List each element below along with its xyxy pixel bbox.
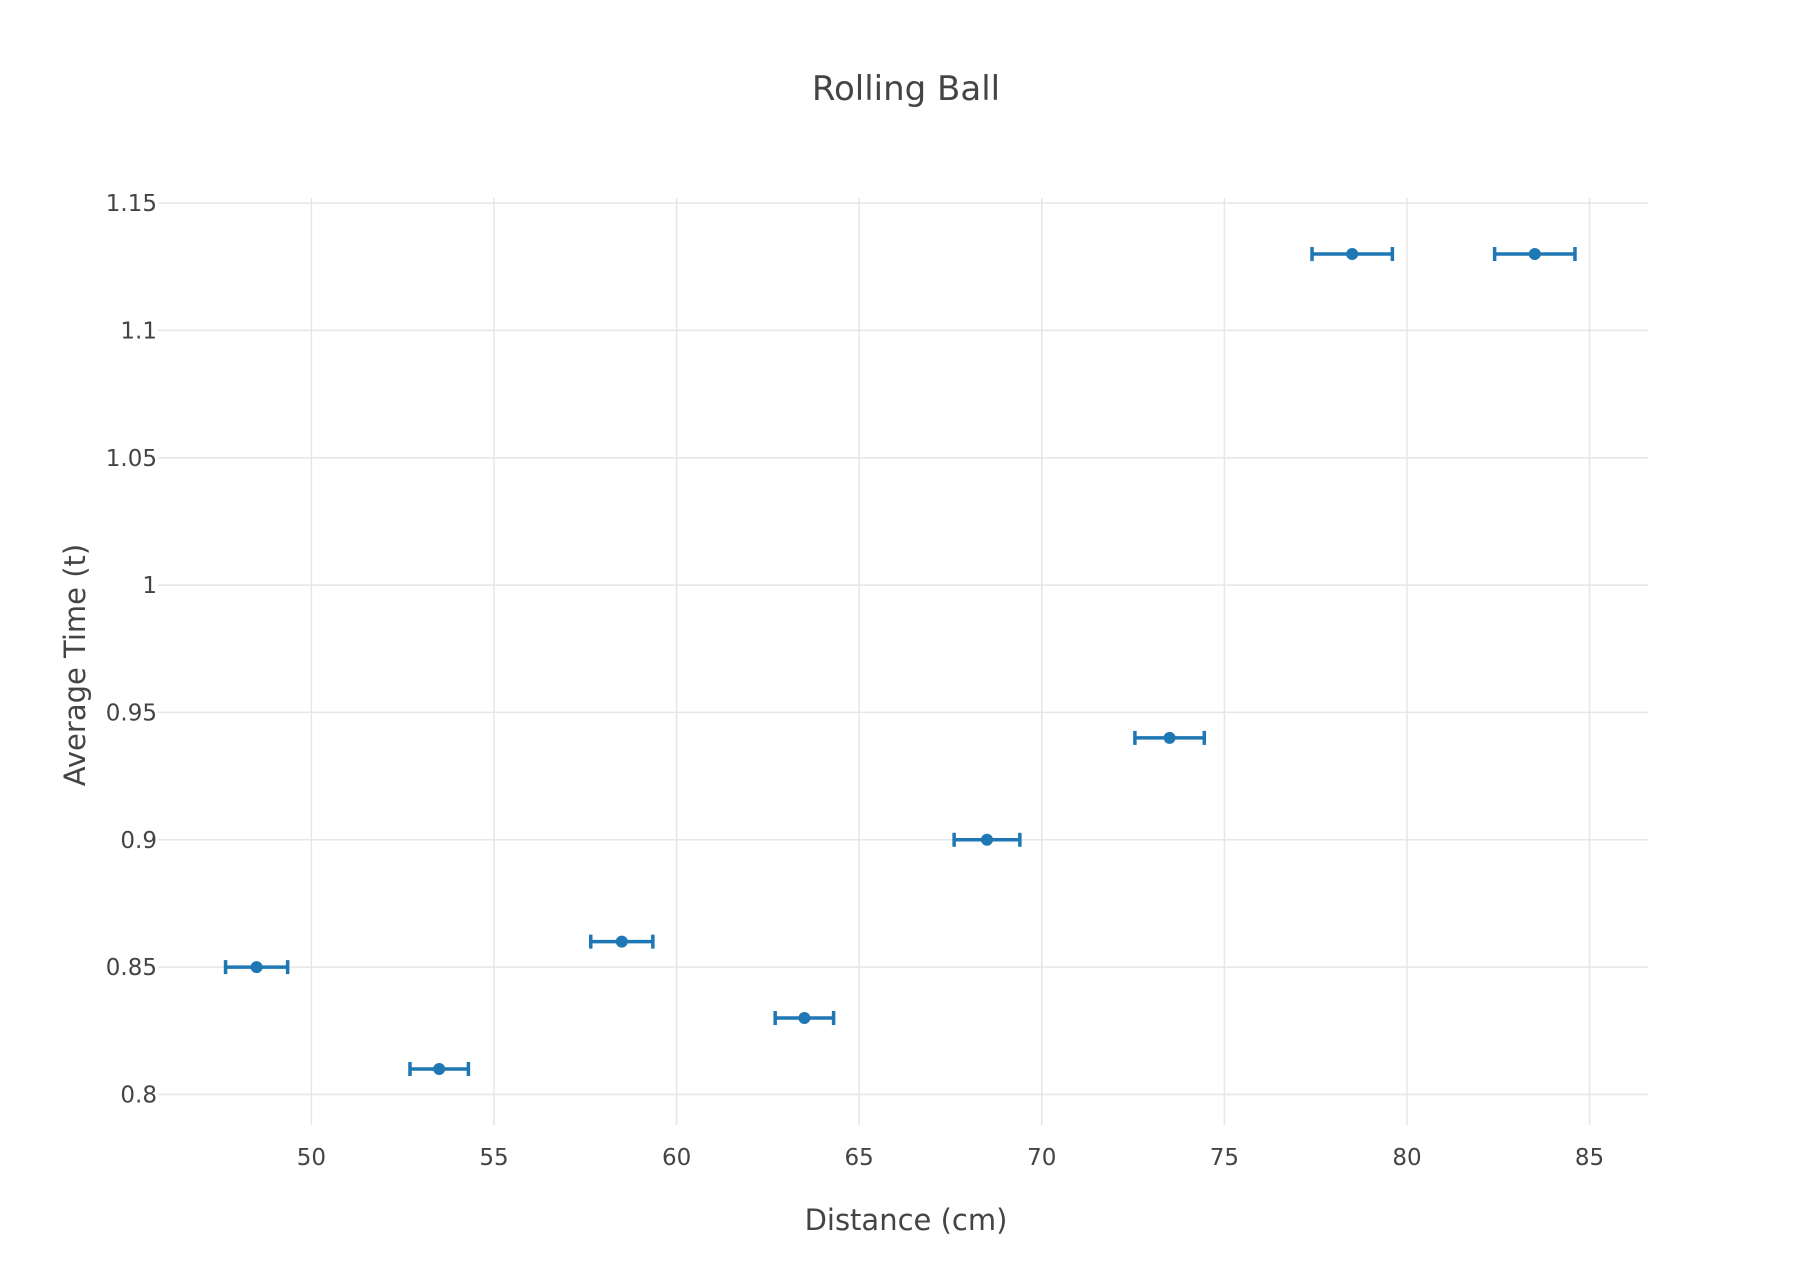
data-point	[1528, 248, 1541, 261]
x-tick-label: 70	[1027, 1145, 1056, 1171]
x-tick-label: 55	[479, 1145, 508, 1171]
data-point	[1163, 731, 1176, 744]
x-tick-label: 50	[297, 1145, 326, 1171]
x-axis-title: Distance (cm)	[805, 1203, 1008, 1237]
x-axis-ticks: 50 55 60 65 70 75 80 85	[297, 1145, 1604, 1171]
data-point-group	[589, 934, 655, 949]
y-tick-label: 1.05	[106, 446, 157, 472]
data-point	[798, 1012, 811, 1025]
data-point-group	[408, 1061, 471, 1076]
y-tick-label: 0.85	[106, 955, 157, 981]
y-axis-title: Average Time (t)	[58, 544, 92, 787]
x-tick-label: 85	[1575, 1145, 1604, 1171]
data-point	[250, 961, 263, 974]
y-axis-ticks: 0.8 0.85 0.9 0.95 1 1.05 1.1 1.15	[106, 191, 157, 1108]
y-tick-label: 0.9	[120, 828, 157, 854]
y-tick-label: 0.95	[106, 700, 157, 726]
data-points	[223, 247, 1577, 1076]
data-point	[1346, 248, 1359, 261]
x-tick-label: 80	[1392, 1145, 1421, 1171]
data-point-group	[952, 832, 1022, 847]
gridlines	[158, 198, 1648, 1125]
data-point-group	[223, 960, 290, 975]
y-tick-label: 0.8	[120, 1082, 157, 1108]
y-tick-label: 1.1	[120, 318, 157, 344]
chart-title: Rolling Ball	[812, 69, 1000, 109]
data-point-group	[1492, 247, 1577, 262]
data-point-group	[1310, 247, 1395, 262]
x-tick-label: 65	[845, 1145, 874, 1171]
y-tick-label: 1	[142, 573, 157, 599]
data-point	[433, 1062, 446, 1075]
data-point-group	[1133, 730, 1207, 745]
data-point-group	[773, 1011, 836, 1026]
data-point	[980, 833, 993, 846]
x-tick-label: 75	[1210, 1145, 1239, 1171]
y-tick-label: 1.15	[106, 191, 157, 217]
x-tick-label: 60	[662, 1145, 691, 1171]
data-point	[615, 935, 628, 948]
